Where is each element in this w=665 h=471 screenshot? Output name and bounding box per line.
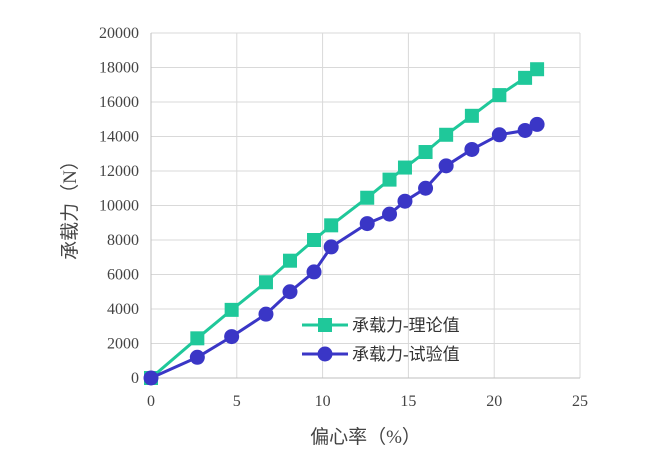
y-tick-label: 16000 <box>99 94 139 111</box>
data-point <box>530 62 545 77</box>
legend-marker <box>317 346 333 362</box>
series-1 <box>144 62 545 385</box>
data-point <box>323 239 339 255</box>
legend-item-2: 承载力-试验值 <box>302 345 460 364</box>
data-point <box>439 127 454 142</box>
legend-marker <box>318 318 332 332</box>
series-2 <box>143 116 545 386</box>
y-tick-label: 14000 <box>99 129 139 146</box>
data-point <box>282 253 297 268</box>
series-line <box>150 68 538 380</box>
x-tick-label: 10 <box>315 393 331 410</box>
data-point <box>464 141 480 157</box>
y-tick-label: 0 <box>131 370 139 387</box>
x-tick-label: 0 <box>147 393 155 410</box>
data-point <box>282 284 298 300</box>
data-point <box>190 331 205 346</box>
data-point <box>324 218 339 233</box>
data-point <box>258 275 273 290</box>
data-point <box>492 88 507 103</box>
data-point <box>529 116 545 132</box>
legend-label: 承载力-试验值 <box>352 345 460 364</box>
series-line <box>150 123 538 380</box>
legend-label: 承载力-理论值 <box>352 316 460 335</box>
data-point <box>224 329 240 345</box>
data-point <box>143 370 159 386</box>
y-tick-label: 12000 <box>99 163 139 180</box>
data-point <box>518 70 533 85</box>
y-tick-label: 8000 <box>107 232 139 249</box>
data-point <box>464 108 479 123</box>
y-tick-label: 2000 <box>107 336 139 353</box>
y-tick-label: 10000 <box>99 198 139 215</box>
x-axis-title: 偏心率（%） <box>310 426 421 448</box>
y-tick-label: 4000 <box>107 301 139 318</box>
data-point <box>258 306 274 322</box>
data-point <box>491 127 507 143</box>
x-tick-label: 20 <box>486 393 502 410</box>
data-point <box>359 216 375 232</box>
axes: 0 2000 4000 6000 8000 10000 12000 14000 16000 180… <box>99 25 588 410</box>
y-tick-label: 20000 <box>99 25 139 42</box>
data-point <box>306 264 322 280</box>
y-tick-label: 6000 <box>107 267 139 284</box>
data-point <box>224 302 239 317</box>
data-point <box>438 158 454 174</box>
data-point <box>418 180 434 196</box>
data-point <box>189 349 205 365</box>
data-point <box>397 160 412 175</box>
data-point <box>360 190 375 205</box>
data-point <box>307 233 322 247</box>
series-layer <box>143 62 545 386</box>
data-point <box>397 193 413 209</box>
legend-item-1: 承载力-理论值 <box>302 316 460 335</box>
data-point <box>418 145 433 160</box>
data-point <box>382 172 397 187</box>
data-point <box>517 122 533 138</box>
y-axis-title: 承载力（N） <box>59 151 81 260</box>
x-tick-label: 5 <box>233 393 241 410</box>
data-point <box>382 206 398 222</box>
y-tick-label: 18000 <box>99 60 139 77</box>
x-tick-label: 25 <box>572 393 588 410</box>
x-tick-label: 15 <box>400 393 416 410</box>
